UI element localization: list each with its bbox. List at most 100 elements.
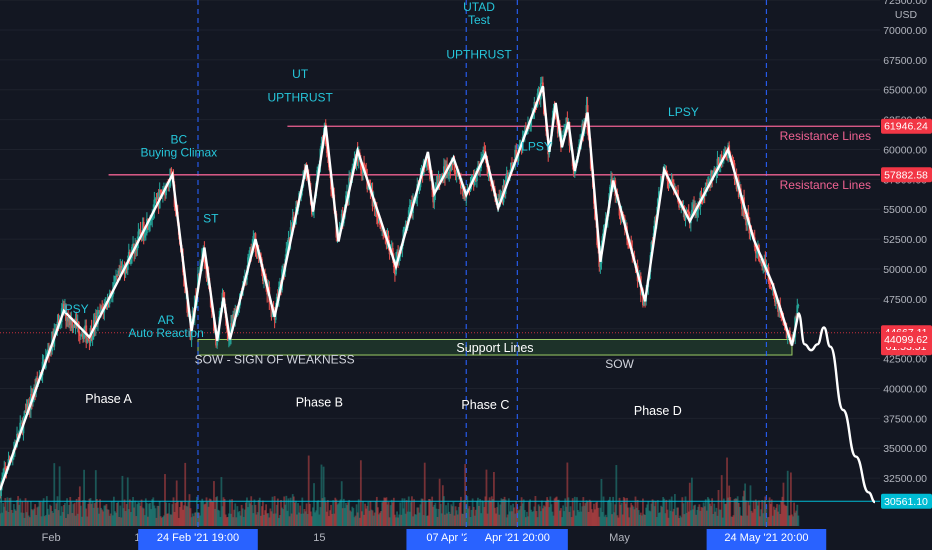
candle-body: [121, 267, 124, 271]
volume-bar: [486, 513, 489, 526]
volume-bar: [176, 501, 179, 526]
annotation-label: LPSY: [521, 140, 552, 154]
candle-body: [453, 161, 456, 173]
volume-bar: [52, 512, 55, 526]
volume-bar: [518, 509, 521, 526]
volume-bar: [389, 505, 392, 526]
volume-bar: [204, 503, 207, 526]
candle-body: [98, 310, 100, 313]
volume-bar: [266, 513, 269, 526]
candle-body: [340, 213, 343, 226]
candle-body: [686, 209, 689, 213]
volume-bar: [394, 514, 396, 526]
volume-bar: [57, 510, 60, 526]
volume-bar: [305, 503, 308, 526]
candle-body: [685, 209, 688, 211]
volume-bar: [100, 507, 103, 526]
volume-bar: [230, 513, 232, 526]
candle-body: [320, 143, 323, 149]
volume-bar: [89, 498, 92, 526]
candle-body: [747, 212, 750, 218]
volume-bar: [235, 517, 238, 526]
volume-bar: [295, 500, 297, 526]
volume-bar: [314, 512, 316, 526]
volume-bar: [380, 511, 382, 526]
volume-bar: [573, 496, 576, 526]
volume-bar: [731, 516, 734, 526]
candle-body: [124, 267, 127, 275]
volume-bar: [643, 514, 645, 526]
y-tick-label: 65000.00: [883, 85, 927, 97]
volume-bar: [383, 497, 386, 526]
volume-bar: [582, 497, 585, 526]
volume-bar: [253, 499, 256, 526]
volume-bar: [449, 513, 452, 526]
candle-body: [440, 174, 443, 178]
candle-body: [361, 169, 363, 174]
candle-body: [777, 301, 780, 312]
y-tick-label: 70000.00: [883, 25, 927, 37]
price-badge-value: 30561.10: [884, 496, 928, 508]
volume-bar: [147, 516, 149, 526]
candle-body: [136, 242, 139, 251]
volume-bar: [766, 517, 769, 526]
volume-bar: [706, 497, 709, 526]
volume-bar: [76, 513, 79, 526]
volume-bar: [107, 509, 110, 526]
volume-bar: [99, 499, 101, 526]
volume-bar: [741, 515, 743, 526]
volume-bar: [108, 515, 111, 526]
candle-body: [8, 459, 11, 461]
volume-bar: [320, 464, 323, 526]
volume-bar: [222, 497, 225, 526]
volume-bar: [140, 499, 143, 526]
price-axis[interactable]: USD 32500.00 35000.00 37500.00 40000.00 4250…: [880, 0, 932, 528]
volume-bar: [647, 501, 650, 526]
volume-bar: [12, 504, 15, 526]
volume-bar: [428, 498, 430, 526]
volume-bar: [10, 509, 13, 526]
volume-bar: [234, 503, 237, 526]
candle-body: [4, 467, 7, 469]
volume-bar: [237, 512, 240, 526]
volume-bar: [55, 503, 58, 526]
volume-bar: [284, 504, 287, 526]
volume-bar: [9, 497, 12, 526]
volume-bar: [232, 517, 235, 526]
candle-body: [363, 162, 365, 166]
volume-bar: [255, 514, 258, 526]
volume-bar: [602, 496, 605, 526]
volume-bar: [782, 482, 785, 526]
volume-bar: [759, 516, 761, 526]
volume-bar: [631, 505, 634, 526]
volume-bar: [149, 503, 151, 526]
volume-bar: [597, 507, 600, 526]
candle-body: [462, 184, 464, 197]
candle-body: [687, 212, 690, 219]
volume-bar: [590, 509, 593, 526]
volume-bar: [180, 501, 182, 526]
volume-bar: [15, 510, 17, 526]
candle-body: [770, 288, 773, 290]
volume-bar: [457, 506, 460, 526]
y-tick-label: 52500.00: [883, 234, 927, 246]
volume-bar: [694, 504, 697, 526]
candle-body: [461, 184, 463, 189]
candle-body: [653, 220, 656, 234]
volume-bar: [709, 503, 711, 526]
candle-body: [292, 217, 295, 222]
volume-bar: [298, 512, 301, 526]
y-tick-label: 40000.00: [883, 383, 927, 395]
candle-body: [222, 292, 225, 299]
volume-bar: [101, 509, 104, 526]
volume-bar: [494, 507, 496, 526]
volume-bar: [38, 501, 41, 526]
volume-bar: [188, 494, 191, 526]
candle-body: [45, 352, 48, 357]
volume-bar: [577, 510, 579, 526]
volume-bar: [382, 500, 385, 526]
annotation-label: Buying Climax: [140, 146, 217, 160]
volume-bar: [27, 515, 30, 526]
